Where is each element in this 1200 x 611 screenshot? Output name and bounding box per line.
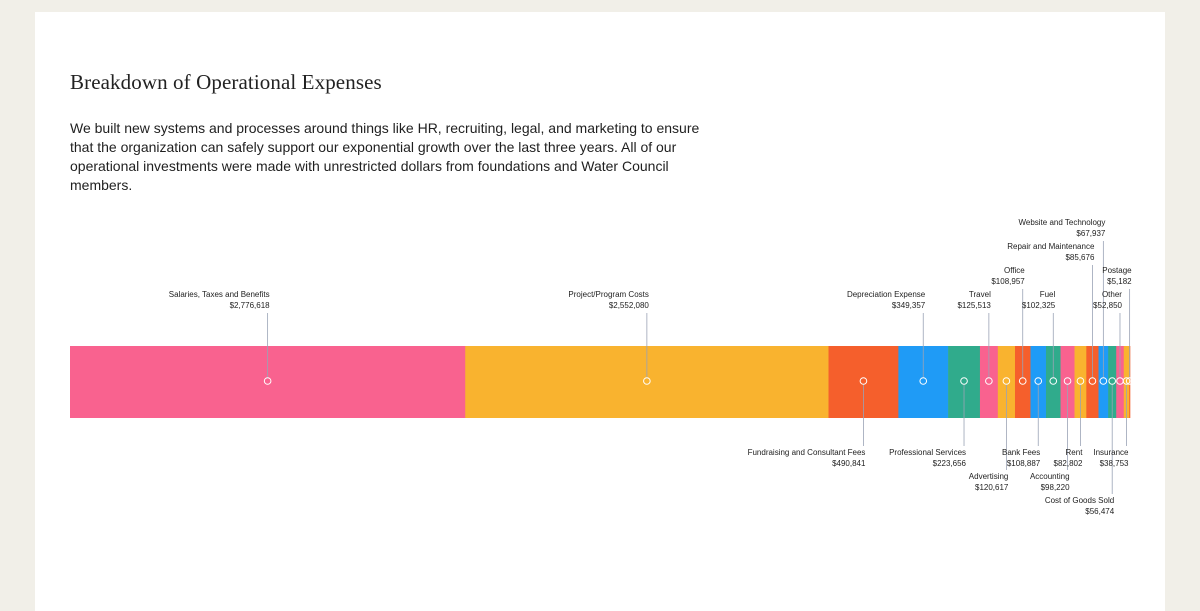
- marker-cost-of-goods-sold: [1108, 377, 1116, 385]
- category-label-other: Other: [1102, 290, 1122, 299]
- content-card: [35, 12, 1165, 611]
- label-group-rent: Rent $82,802: [1054, 377, 1085, 468]
- bar-segment-other[interactable]: [1116, 346, 1125, 418]
- bar-segment-accounting[interactable]: [1060, 346, 1075, 418]
- value-label-salaries-taxes-and-benefits: $2,776,618: [230, 301, 271, 310]
- bar-segment-cost-of-goods-sold[interactable]: [1108, 346, 1117, 418]
- category-label-cost-of-goods-sold: Cost of Goods Sold: [1045, 496, 1114, 505]
- value-label-website-and-technology: $67,937: [1076, 229, 1105, 238]
- section-title: Breakdown of Operational Expenses: [70, 70, 382, 94]
- category-label-postage: Postage: [1102, 266, 1132, 275]
- category-label-travel: Travel: [969, 290, 991, 299]
- value-label-fundraising-and-consultant-fees: $490,841: [832, 459, 866, 468]
- value-label-travel: $125,513: [957, 301, 991, 310]
- label-group-project-program-costs: Project/Program Costs $2,552,080: [568, 290, 651, 385]
- category-label-bank-fees: Bank Fees: [1002, 448, 1040, 457]
- label-group-advertising: Advertising $120,617: [969, 377, 1011, 492]
- value-label-cost-of-goods-sold: $56,474: [1085, 507, 1114, 516]
- marker-advertising: [1002, 377, 1011, 385]
- value-label-repair-and-maintenance: $85,676: [1065, 253, 1094, 262]
- label-group-professional-services: Professional Services $223,656: [889, 377, 968, 468]
- category-label-rent: Rent: [1066, 448, 1084, 457]
- category-label-insurance: Insurance: [1093, 448, 1129, 457]
- label-group-travel: Travel $125,513: [957, 290, 993, 385]
- bar-segment-website-and-technology[interactable]: [1098, 346, 1109, 418]
- marker-postage: [1125, 377, 1134, 385]
- category-label-website-and-technology: Website and Technology: [1018, 218, 1105, 227]
- value-label-office: $108,957: [991, 277, 1025, 286]
- marker-repair-and-maintenance: [1088, 377, 1097, 385]
- value-label-other: $52,850: [1093, 301, 1122, 310]
- label-group-website-and-technology: Website and Technology $67,937: [1018, 218, 1108, 385]
- label-group-salaries-taxes-and-benefits: Salaries, Taxes and Benefits $2,776,618: [169, 290, 272, 385]
- bar-segment-repair-and-maintenance[interactable]: [1086, 346, 1099, 418]
- category-label-salaries-taxes-and-benefits: Salaries, Taxes and Benefits: [169, 290, 270, 299]
- category-label-project-program-costs: Project/Program Costs: [568, 290, 648, 299]
- marker-fundraising-and-consultant-fees: [859, 377, 868, 385]
- label-group-office: Office $108,957: [991, 266, 1027, 385]
- bar-segment-advertising[interactable]: [997, 346, 1016, 418]
- marker-depreciation-expense: [919, 377, 928, 385]
- label-group-bank-fees: Bank Fees $108,887: [1002, 377, 1043, 468]
- label-group-depreciation-expense: Depreciation Expense $349,357: [847, 290, 928, 385]
- value-label-postage: $5,182: [1107, 277, 1132, 286]
- category-label-professional-services: Professional Services: [889, 448, 966, 457]
- category-label-depreciation-expense: Depreciation Expense: [847, 290, 926, 299]
- marker-salaries-taxes-and-benefits: [263, 377, 272, 385]
- marker-travel: [985, 377, 993, 385]
- label-group-fuel: Fuel $102,325: [1022, 290, 1058, 385]
- value-label-professional-services: $223,656: [933, 459, 967, 468]
- marker-professional-services: [960, 377, 968, 385]
- value-label-accounting: $98,220: [1041, 483, 1070, 492]
- marker-insurance: [1122, 377, 1131, 385]
- label-group-cost-of-goods-sold: Cost of Goods Sold $56,474: [1045, 377, 1116, 516]
- value-label-bank-fees: $108,887: [1007, 459, 1041, 468]
- label-group-accounting: Accounting $98,220: [1030, 377, 1072, 492]
- category-label-advertising: Advertising: [969, 472, 1009, 481]
- marker-fuel: [1049, 377, 1058, 385]
- category-label-fundraising-and-consultant-fees: Fundraising and Consultant Fees: [748, 448, 866, 457]
- value-label-advertising: $120,617: [975, 483, 1009, 492]
- value-label-project-program-costs: $2,552,080: [609, 301, 650, 310]
- marker-project-program-costs: [643, 377, 651, 385]
- category-label-office: Office: [1004, 266, 1025, 275]
- value-label-rent: $82,802: [1054, 459, 1083, 468]
- label-group-postage: Postage $5,182: [1102, 266, 1134, 385]
- section-description: We built new systems and processes aroun…: [70, 120, 700, 193]
- category-label-accounting: Accounting: [1030, 472, 1070, 481]
- marker-accounting: [1063, 377, 1072, 385]
- marker-bank-fees: [1034, 377, 1043, 385]
- bar-segment-office[interactable]: [1014, 346, 1031, 418]
- label-group-insurance: Insurance $38,753: [1093, 377, 1131, 468]
- value-label-depreciation-expense: $349,357: [892, 301, 926, 310]
- bar-segment-rent[interactable]: [1074, 346, 1087, 418]
- value-label-insurance: $38,753: [1100, 459, 1129, 468]
- marker-website-and-technology: [1099, 377, 1108, 385]
- bar-segment-bank-fees[interactable]: [1030, 346, 1047, 418]
- bar-segment-travel[interactable]: [979, 346, 999, 418]
- category-label-repair-and-maintenance: Repair and Maintenance: [1007, 242, 1095, 251]
- label-group-fundraising-and-consultant-fees: Fundraising and Consultant Fees $490,841: [748, 377, 868, 468]
- marker-office: [1018, 377, 1027, 385]
- marker-rent: [1076, 377, 1085, 385]
- category-label-fuel: Fuel: [1040, 290, 1056, 299]
- label-group-repair-and-maintenance: Repair and Maintenance $85,676: [1007, 242, 1097, 385]
- value-label-fuel: $102,325: [1022, 301, 1056, 310]
- bar-segment-fuel[interactable]: [1045, 346, 1061, 418]
